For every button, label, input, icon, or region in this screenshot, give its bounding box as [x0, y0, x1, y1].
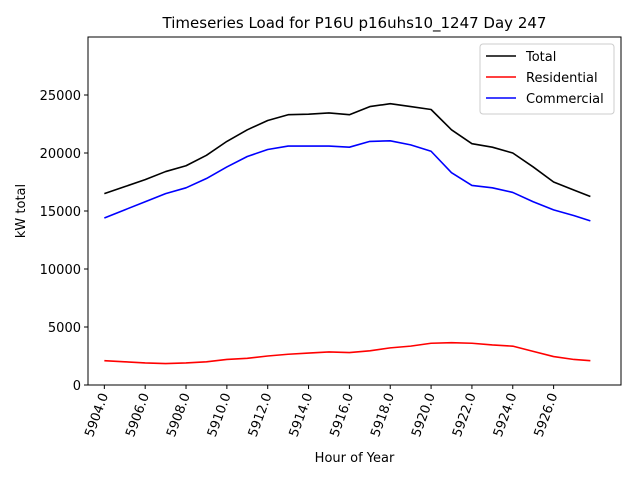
- y-tick-label: 20000: [40, 147, 81, 162]
- legend: Total Residential Commercial: [479, 43, 615, 115]
- series-line-total: [104, 102, 591, 198]
- y-axis: 0 5000 10000 15000 20000 25000: [40, 89, 88, 394]
- legend-entries: Total Residential Commercial: [486, 50, 604, 107]
- y-axis-label: kW total: [14, 184, 29, 238]
- legend-box: [479, 43, 615, 115]
- legend-label-total: Total: [525, 50, 556, 65]
- y-tick-label: 25000: [40, 89, 81, 104]
- chart-title: Timeseries Load for P16U p16uhs10_1247 D…: [162, 14, 547, 33]
- y-tick-label: 10000: [40, 263, 81, 278]
- y-tick-label: 0: [73, 379, 81, 394]
- legend-label-residential: Residential: [526, 71, 598, 86]
- series-layer: [104, 102, 591, 365]
- legend-label-commercial: Commercial: [526, 92, 604, 107]
- series-line-commercial: [104, 140, 591, 222]
- y-tick-label: 5000: [48, 321, 81, 336]
- series-line-residential: [104, 341, 591, 365]
- y-tick-label: 15000: [40, 205, 81, 220]
- x-axis-label: Hour of Year: [315, 451, 395, 466]
